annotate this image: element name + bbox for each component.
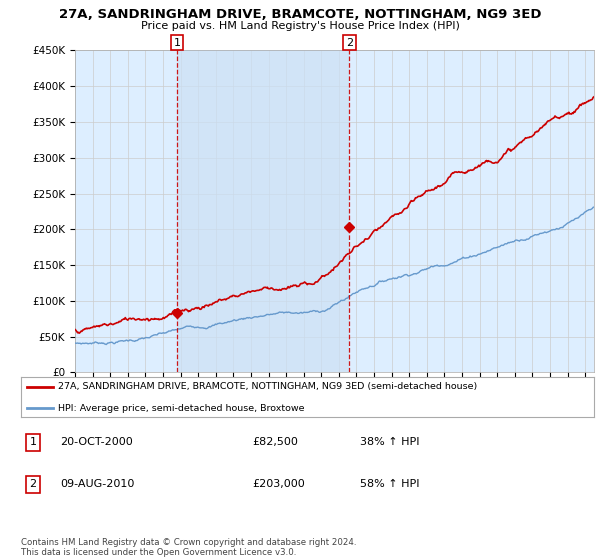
Text: Price paid vs. HM Land Registry's House Price Index (HPI): Price paid vs. HM Land Registry's House … (140, 21, 460, 31)
Text: £203,000: £203,000 (252, 479, 305, 489)
Text: £82,500: £82,500 (252, 437, 298, 447)
Text: 20-OCT-2000: 20-OCT-2000 (60, 437, 133, 447)
Text: 27A, SANDRINGHAM DRIVE, BRAMCOTE, NOTTINGHAM, NG9 3ED: 27A, SANDRINGHAM DRIVE, BRAMCOTE, NOTTIN… (59, 8, 541, 21)
Text: 58% ↑ HPI: 58% ↑ HPI (360, 479, 419, 489)
Text: 1: 1 (173, 38, 181, 48)
Text: 27A, SANDRINGHAM DRIVE, BRAMCOTE, NOTTINGHAM, NG9 3ED (semi-detached house): 27A, SANDRINGHAM DRIVE, BRAMCOTE, NOTTIN… (58, 382, 478, 391)
Bar (177, 50, 349, 372)
Text: 2: 2 (29, 479, 37, 489)
Text: 09-AUG-2010: 09-AUG-2010 (60, 479, 134, 489)
Text: 2: 2 (346, 38, 353, 48)
Text: 1: 1 (29, 437, 37, 447)
Text: 38% ↑ HPI: 38% ↑ HPI (360, 437, 419, 447)
Text: Contains HM Land Registry data © Crown copyright and database right 2024.
This d: Contains HM Land Registry data © Crown c… (21, 538, 356, 557)
Text: HPI: Average price, semi-detached house, Broxtowe: HPI: Average price, semi-detached house,… (58, 404, 305, 413)
